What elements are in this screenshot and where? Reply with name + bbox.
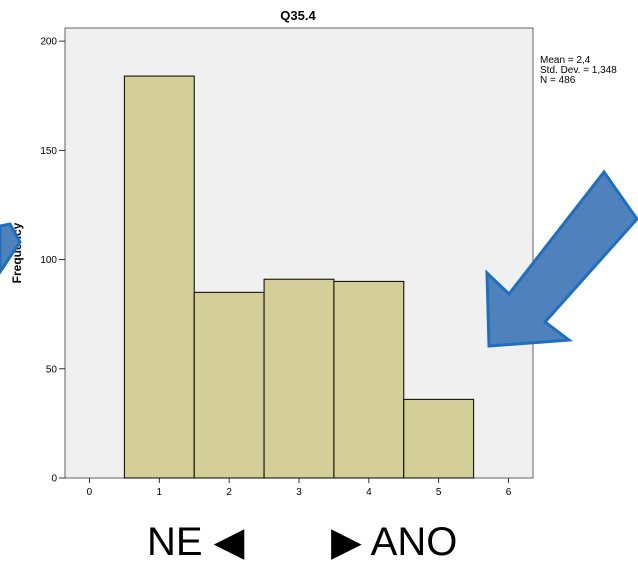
x-axis-ticks: 0 1 2 3 4 5 6 xyxy=(87,478,512,498)
x-tick-label: 0 xyxy=(87,487,93,498)
histogram-bar-1 xyxy=(123,75,195,479)
statistics-legend: Mean = 2,4 Std. Dev. = 1,348 N = 486 xyxy=(540,56,617,86)
footer-left-label: NE ◀ xyxy=(147,520,245,564)
x-tick-label: 4 xyxy=(366,487,372,498)
left-arrow-annotation xyxy=(0,222,22,275)
y-tick-label: 150 xyxy=(40,146,57,157)
x-tick-label: 3 xyxy=(296,487,302,498)
histogram-bar-3 xyxy=(263,278,335,479)
n-stat: N = 486 xyxy=(540,75,576,86)
histogram-bar-5 xyxy=(403,398,475,479)
mean-stat: Mean = 2,4 xyxy=(540,55,591,66)
footer-right-label: ▶ ANO xyxy=(331,520,458,564)
y-tick-label: 100 xyxy=(40,255,57,266)
y-axis-ticks: 0 50 100 150 200 xyxy=(40,37,65,485)
footer: NE ◀ ▶ ANO xyxy=(0,518,638,566)
histogram-bars xyxy=(123,75,475,479)
x-tick-label: 6 xyxy=(506,487,512,498)
x-tick-label: 5 xyxy=(436,487,442,498)
y-tick-label: 0 xyxy=(51,474,57,485)
right-arrow-annotation xyxy=(485,169,638,348)
y-tick-label: 200 xyxy=(40,37,57,48)
std-dev-stat: Std. Dev. = 1,348 xyxy=(540,65,617,76)
chart-title: Q35.4 xyxy=(280,8,316,23)
x-tick-label: 2 xyxy=(226,487,232,498)
x-tick-label: 1 xyxy=(157,487,163,498)
histogram-bar-4 xyxy=(333,280,405,479)
histogram-bar-2 xyxy=(193,291,265,479)
y-tick-label: 50 xyxy=(46,364,58,375)
